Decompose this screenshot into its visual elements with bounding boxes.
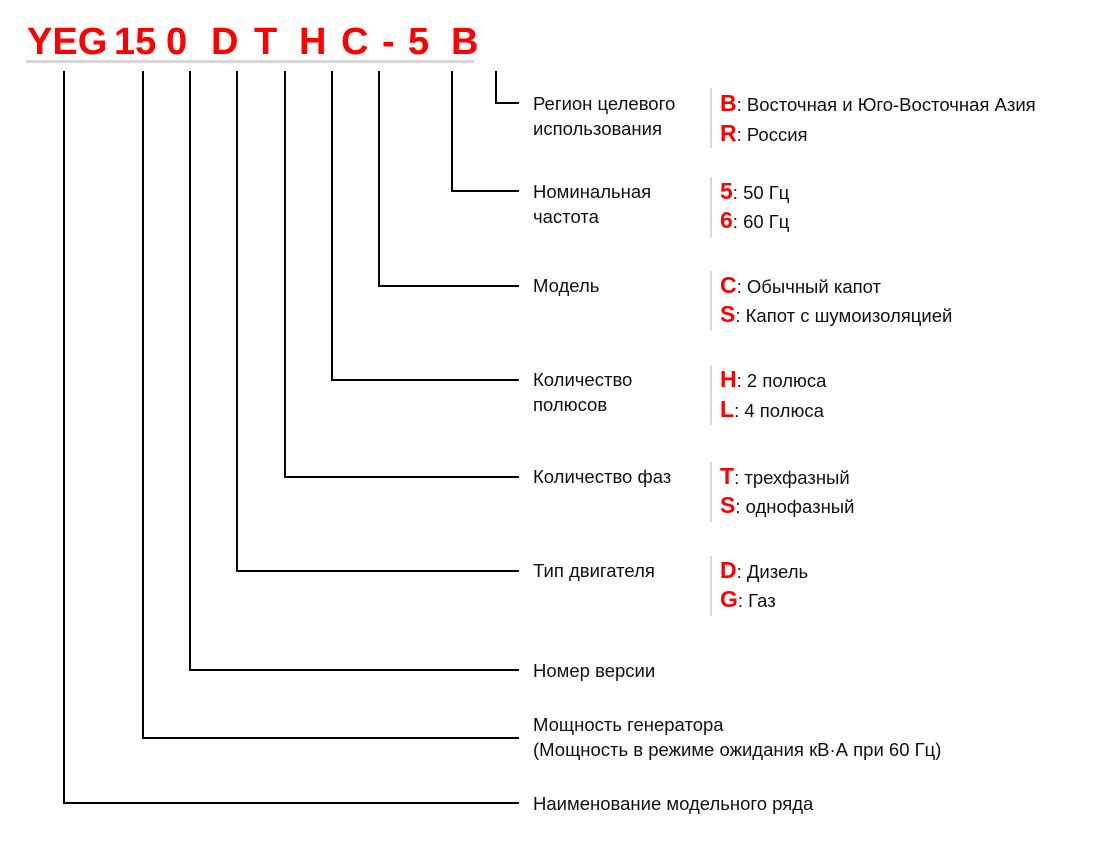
connector-poles <box>331 71 519 381</box>
code-engine: D <box>211 21 239 63</box>
connector-power <box>142 71 519 739</box>
option-region-b: B: Восточная и Юго-Восточная Азия <box>720 90 1036 116</box>
option-model-s: S: Капот с шумоизоляцией <box>720 301 953 327</box>
option-poles-l: L: 4 полюса <box>720 396 824 422</box>
label-model: Модель <box>533 273 599 298</box>
label-series: Наименование модельного ряда <box>533 791 813 816</box>
separator <box>710 556 712 616</box>
separator <box>710 177 712 237</box>
code-phases: T <box>254 21 278 63</box>
option-frequency-6: 6: 60 Гц <box>720 207 790 233</box>
label-line: Тип двигателя <box>533 560 655 581</box>
code-poles: H <box>299 21 327 63</box>
label-frequency: Номинальная частота <box>533 179 651 229</box>
label-line: Количество <box>533 369 633 390</box>
separator <box>710 88 712 148</box>
option-phases-s: S: однофазный <box>720 492 855 518</box>
label-line: Регион целевого <box>533 93 676 114</box>
label-version: Номер версии <box>533 658 655 683</box>
label-line: Количество фаз <box>533 466 672 487</box>
option-poles-h: H: 2 полюса <box>720 366 827 392</box>
option-engine-g: G: Газ <box>720 586 776 612</box>
label-power: Мощность генератора (Мощность в режиме о… <box>533 712 941 762</box>
label-line: частота <box>533 206 599 227</box>
connector-version <box>189 71 519 671</box>
label-poles: Количество полюсов <box>533 367 632 417</box>
label-line: Мощность генератора <box>533 714 724 735</box>
code-dash: - <box>382 21 395 63</box>
option-engine-d: D: Дизель <box>720 557 809 583</box>
code-power: 15 <box>114 21 157 63</box>
connector-phases <box>284 71 519 478</box>
separator <box>710 365 712 425</box>
label-phases: Количество фаз <box>533 464 671 489</box>
label-line: Номинальная <box>533 181 652 202</box>
code-model: C <box>341 21 369 63</box>
option-phases-t: T: трехфазный <box>720 463 850 489</box>
label-region: Регион целевого использования <box>533 91 675 141</box>
option-region-r: R: Россия <box>720 120 808 146</box>
code-series: YEG <box>27 21 108 63</box>
label-line: (Мощность в режиме ожидания кВ·А при 60 … <box>533 739 942 760</box>
connector-model <box>378 71 519 287</box>
connector-region <box>495 71 519 104</box>
option-frequency-5: 5: 50 Гц <box>720 178 790 204</box>
option-model-c: C: Обычный капот <box>720 272 881 298</box>
connector-engine <box>236 71 519 572</box>
label-line: Номер версии <box>533 660 656 681</box>
code-region: B <box>451 21 479 63</box>
connector-series <box>63 71 519 804</box>
code-frequency: 5 <box>408 21 430 63</box>
label-line: Наименование модельного ряда <box>533 793 814 814</box>
label-line: использования <box>533 118 662 139</box>
label-line: полюсов <box>533 394 608 415</box>
label-engine: Тип двигателя <box>533 558 655 583</box>
separator <box>710 271 712 331</box>
separator <box>710 462 712 522</box>
code-version: 0 <box>166 21 188 63</box>
code-underline <box>26 60 474 63</box>
label-line: Модель <box>533 275 600 296</box>
connector-frequency <box>451 71 519 192</box>
